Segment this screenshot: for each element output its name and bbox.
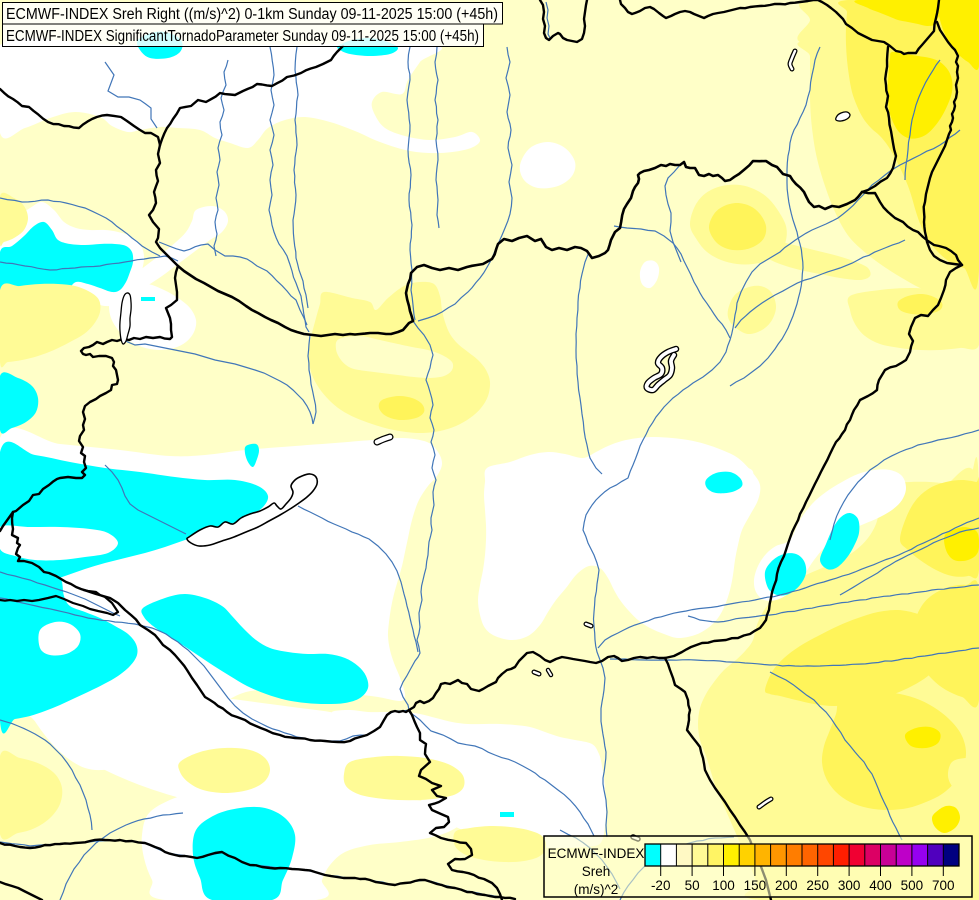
svg-text:Sreh: Sreh — [582, 864, 611, 879]
svg-text:250: 250 — [806, 878, 829, 893]
svg-text:50: 50 — [685, 878, 700, 893]
svg-text:(m/s)^2: (m/s)^2 — [574, 882, 619, 897]
svg-text:500: 500 — [901, 878, 924, 893]
svg-text:150: 150 — [744, 878, 767, 893]
svg-text:100: 100 — [712, 878, 735, 893]
svg-text:-20: -20 — [651, 878, 671, 893]
svg-text:400: 400 — [869, 878, 892, 893]
svg-text:300: 300 — [838, 878, 861, 893]
svg-text:700: 700 — [932, 878, 955, 893]
svg-text:ECMWF-INDEX SignificantTornado: ECMWF-INDEX SignificantTornadoParameter … — [6, 28, 479, 45]
svg-text:200: 200 — [775, 878, 798, 893]
svg-text:ECMWF-INDEX: ECMWF-INDEX — [548, 846, 645, 861]
svg-text:ECMWF-INDEX Sreh Right ((m/s)^: ECMWF-INDEX Sreh Right ((m/s)^2) 0-1km S… — [6, 6, 498, 23]
